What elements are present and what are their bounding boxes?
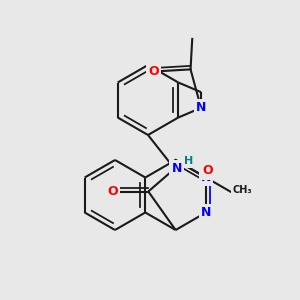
Text: N: N [201,171,211,184]
Text: N: N [171,162,182,175]
Text: N: N [201,206,211,219]
Text: O: O [107,185,118,198]
Text: O: O [148,64,159,78]
Text: CH₃: CH₃ [233,185,253,195]
Text: O: O [202,164,213,177]
Text: H: H [184,156,193,166]
Text: N: N [196,101,206,114]
